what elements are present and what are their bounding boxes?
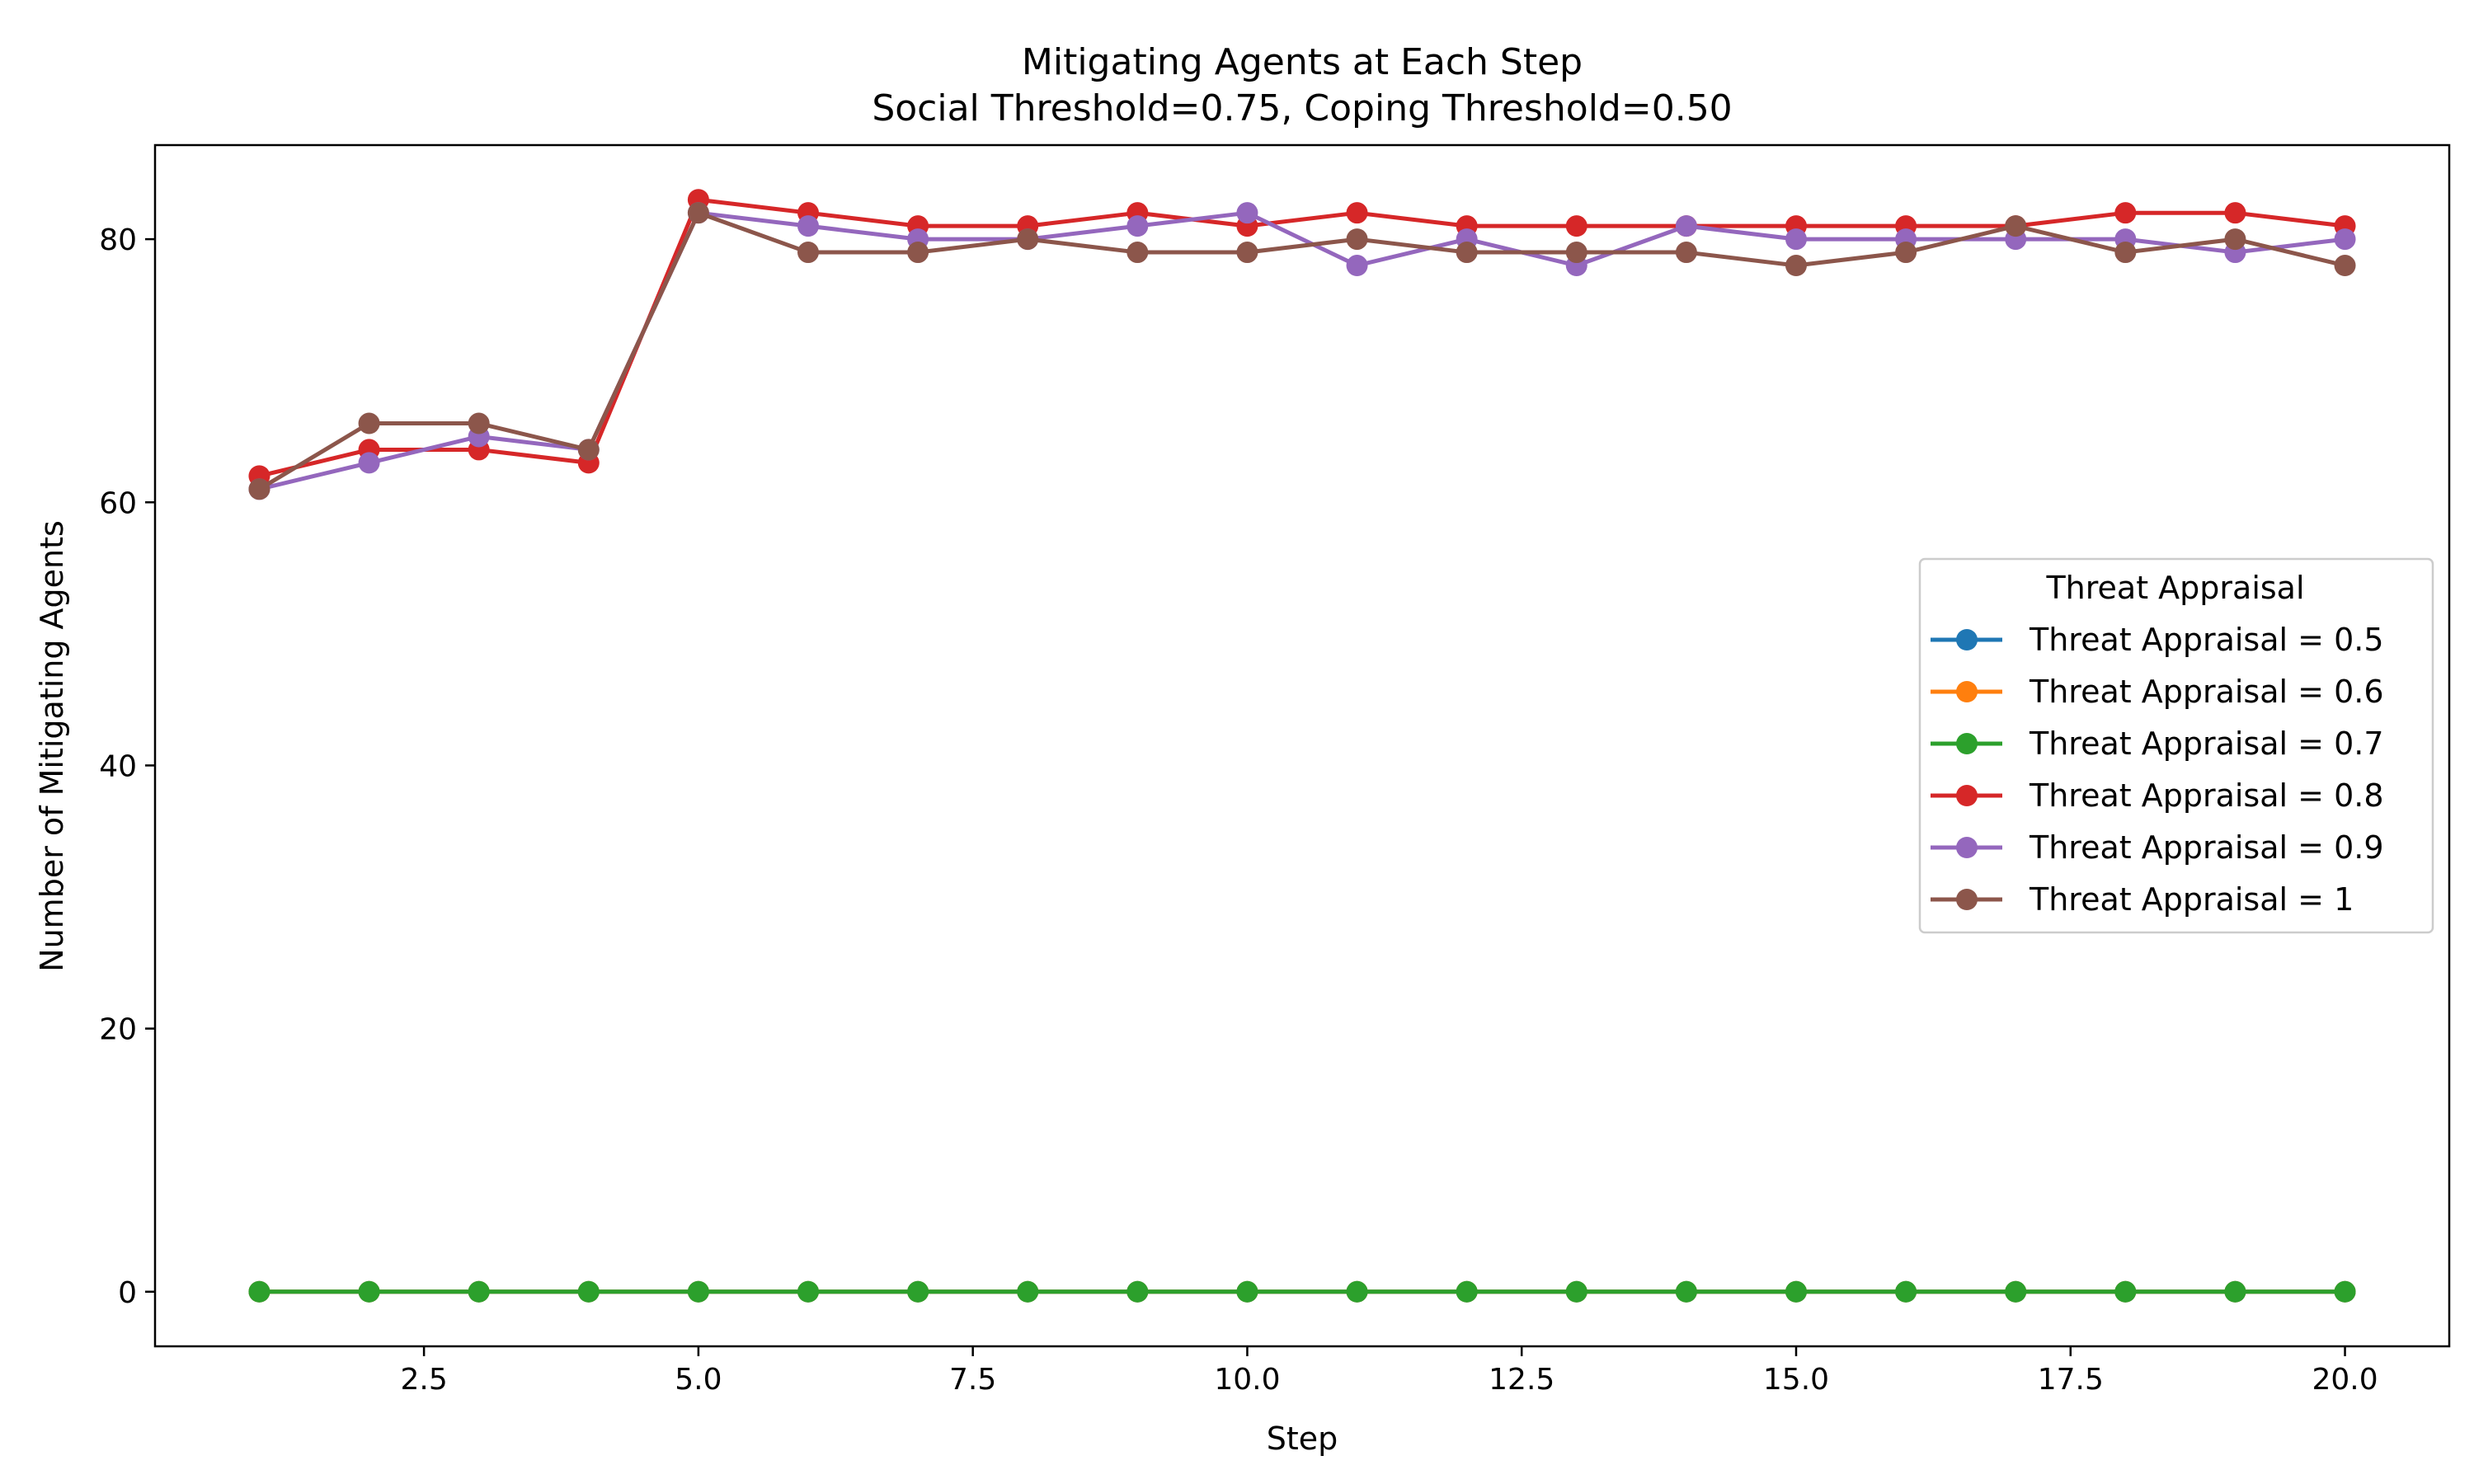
data-point (1017, 1280, 1039, 1303)
data-point (1017, 228, 1039, 251)
data-point (1785, 228, 1807, 251)
data-point (1236, 202, 1258, 224)
x-axis-label: Step (1267, 1421, 1338, 1457)
data-point (1675, 215, 1697, 237)
data-point (1346, 1280, 1368, 1303)
legend-label: Threat Appraisal = 0.9 (2029, 829, 2384, 866)
legend-marker-swatch (1956, 681, 1978, 702)
data-point (248, 1280, 270, 1303)
data-point (1346, 228, 1368, 251)
data-point (2114, 242, 2137, 264)
series-line (258, 210, 2346, 491)
data-point (577, 1280, 600, 1303)
data-point (1126, 215, 1149, 237)
data-point (1785, 1280, 1807, 1303)
legend-marker-swatch (1956, 837, 1978, 858)
data-point (2334, 228, 2356, 251)
data-point (687, 1280, 709, 1303)
data-point (1346, 255, 1368, 277)
data-point (468, 1280, 490, 1303)
x-tick-label: 5.0 (675, 1363, 722, 1397)
data-point (1565, 1280, 1587, 1303)
legend-entry: Threat Appraisal = 0.6 (1931, 674, 2384, 710)
data-point (797, 215, 820, 237)
legend-label: Threat Appraisal = 0.8 (2029, 777, 2384, 814)
data-point (358, 412, 380, 434)
series-lines (248, 189, 2356, 1303)
x-tick-label: 20.0 (2312, 1363, 2378, 1397)
data-point (248, 478, 270, 500)
legend: Threat Appraisal Threat Appraisal = 0.5 Th… (1918, 557, 2434, 934)
series-3 (248, 1280, 2356, 1303)
legend-entry: Threat Appraisal = 0.9 (1931, 829, 2384, 866)
x-tick-label: 7.5 (949, 1363, 996, 1397)
data-point (2005, 215, 2027, 237)
data-point (2114, 1280, 2137, 1303)
legend-label: Threat Appraisal = 0.5 (2029, 622, 2384, 658)
data-point (2114, 202, 2137, 224)
y-axis-label: Number of Mitigating Agents (34, 520, 70, 972)
data-point (577, 439, 600, 461)
data-point (1565, 242, 1587, 264)
data-point (468, 412, 490, 434)
legend-entry: Threat Appraisal = 1 (1931, 881, 2354, 918)
data-point (1236, 242, 1258, 264)
legend-entry: Threat Appraisal = 0.5 (1931, 622, 2384, 658)
legend-marker-swatch (1956, 889, 1978, 910)
data-point (1895, 1280, 1917, 1303)
legend-marker-swatch (1956, 733, 1978, 754)
chart-title: Mitigating Agents at Each Step (1022, 41, 1583, 83)
legend-label: Threat Appraisal = 1 (2029, 881, 2354, 918)
data-point (1346, 202, 1368, 224)
x-tick-label: 15.0 (1763, 1363, 1829, 1397)
data-point (1126, 242, 1149, 264)
data-point (1675, 1280, 1697, 1303)
y-tick-label: 40 (99, 749, 137, 783)
data-point (1785, 255, 1807, 277)
data-point (907, 1280, 929, 1303)
data-point (2334, 255, 2356, 277)
y-tick-label: 80 (99, 223, 137, 257)
data-point (907, 242, 929, 264)
legend-marker-swatch (1956, 629, 1978, 650)
y-tick-label: 60 (99, 486, 137, 520)
data-point (2224, 1280, 2246, 1303)
y-tick-label: 20 (99, 1013, 137, 1047)
legend-label: Threat Appraisal = 0.6 (2029, 674, 2384, 710)
data-point (2224, 228, 2246, 251)
axes-ticks: 2.5 5.0 7.5 10.0 12.5 15.0 17.5 20.0 0 20 40 60 80 (99, 223, 2378, 1397)
legend-entry: Threat Appraisal = 0.8 (1931, 777, 2384, 814)
legend-marker-swatch (1956, 785, 1978, 806)
data-point (358, 1280, 380, 1303)
plot-frame (153, 143, 2451, 1348)
data-point (1456, 1280, 1478, 1303)
data-point (1456, 242, 1478, 264)
series-line (258, 197, 2345, 478)
data-point (1565, 215, 1587, 237)
x-tick-label: 2.5 (400, 1363, 447, 1397)
data-point (687, 202, 709, 224)
legend-label: Threat Appraisal = 0.7 (2029, 726, 2384, 762)
series-6 (248, 202, 2356, 500)
data-point (797, 1280, 820, 1303)
data-point (1126, 1280, 1149, 1303)
y-tick-label: 0 (118, 1276, 137, 1310)
x-tick-label: 12.5 (1489, 1363, 1554, 1397)
x-tick-label: 17.5 (2038, 1363, 2104, 1397)
data-point (2005, 1280, 2027, 1303)
data-point (2224, 202, 2246, 224)
legend-box (1918, 557, 2434, 934)
data-point (797, 242, 820, 264)
legend-title: Threat Appraisal (2045, 570, 2304, 606)
legend-entry: Threat Appraisal = 0.7 (1931, 726, 2384, 762)
data-point (1895, 242, 1917, 264)
data-point (1236, 1280, 1258, 1303)
data-point (2334, 1280, 2356, 1303)
data-point (358, 452, 380, 474)
data-point (1675, 242, 1697, 264)
chart-subtitle: Social Threshold=0.75, Coping Threshold=… (872, 87, 1732, 129)
x-tick-label: 10.0 (1214, 1363, 1280, 1397)
